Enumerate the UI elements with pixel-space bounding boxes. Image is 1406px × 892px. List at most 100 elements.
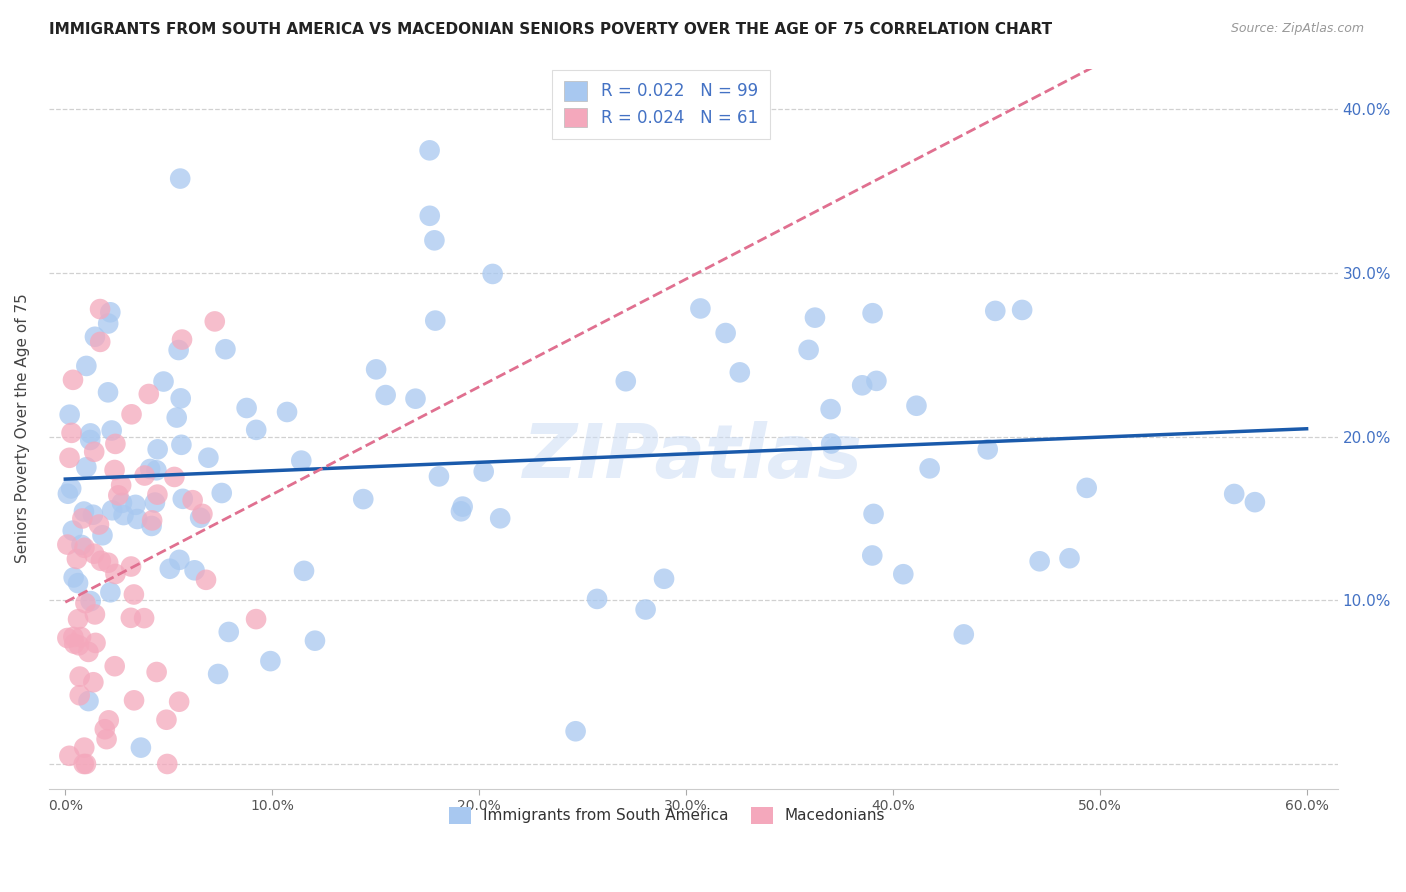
- Point: [290, 453, 312, 467]
- Point: [75, 460, 97, 475]
- Point: [181, 493, 204, 508]
- Point: [259, 654, 281, 668]
- Point: [73, 541, 96, 555]
- Point: [450, 504, 472, 518]
- Point: [134, 468, 156, 483]
- Point: [56, 631, 79, 645]
- Point: [90, 554, 112, 568]
- Point: [72, 511, 94, 525]
- Point: [67, 612, 90, 626]
- Point: [89, 334, 111, 349]
- Point: [84, 607, 107, 622]
- Point: [138, 387, 160, 401]
- Text: IMMIGRANTS FROM SOUTH AMERICA VS MACEDONIAN SENIORS POVERTY OVER THE AGE OF 75 C: IMMIGRANTS FROM SOUTH AMERICA VS MACEDON…: [49, 22, 1052, 37]
- Point: [862, 306, 884, 320]
- Point: [139, 462, 162, 476]
- Point: [58, 450, 80, 465]
- Point: [862, 507, 884, 521]
- Point: [91, 528, 114, 542]
- Point: [146, 442, 169, 457]
- Point: [405, 392, 427, 406]
- Point: [159, 562, 181, 576]
- Point: [425, 313, 447, 327]
- Point: [122, 587, 145, 601]
- Point: [188, 510, 211, 524]
- Point: [728, 365, 751, 379]
- Point: [163, 470, 186, 484]
- Point: [195, 573, 218, 587]
- Point: [67, 638, 90, 652]
- Point: [111, 496, 134, 510]
- Point: [652, 572, 675, 586]
- Point: [79, 433, 101, 447]
- Point: [104, 437, 127, 451]
- Point: [83, 444, 105, 458]
- Point: [83, 547, 105, 561]
- Point: [110, 478, 132, 492]
- Point: [79, 426, 101, 441]
- Point: [419, 209, 441, 223]
- Point: [69, 688, 91, 702]
- Point: [166, 410, 188, 425]
- Point: [419, 144, 441, 158]
- Point: [84, 636, 107, 650]
- Point: [304, 633, 326, 648]
- Point: [121, 407, 143, 421]
- Point: [77, 645, 100, 659]
- Legend: Immigrants from South America, Macedonians: Immigrants from South America, Macedonia…: [439, 796, 896, 835]
- Point: [374, 388, 396, 402]
- Point: [1244, 495, 1267, 509]
- Point: [152, 375, 174, 389]
- Point: [56, 538, 79, 552]
- Point: [1223, 487, 1246, 501]
- Point: [366, 362, 388, 376]
- Point: [183, 563, 205, 577]
- Text: Source: ZipAtlas.com: Source: ZipAtlas.com: [1230, 22, 1364, 36]
- Point: [276, 405, 298, 419]
- Point: [97, 556, 120, 570]
- Point: [129, 740, 152, 755]
- Point: [804, 310, 827, 325]
- Point: [100, 424, 122, 438]
- Point: [70, 538, 93, 552]
- Point: [143, 495, 166, 509]
- Point: [714, 326, 737, 340]
- Point: [472, 465, 495, 479]
- Point: [104, 566, 127, 581]
- Point: [62, 570, 84, 584]
- Point: [79, 594, 101, 608]
- Point: [172, 491, 194, 506]
- Point: [141, 513, 163, 527]
- Point: [62, 630, 84, 644]
- Point: [104, 659, 127, 673]
- Point: [586, 591, 609, 606]
- Point: [170, 392, 193, 406]
- Point: [481, 267, 503, 281]
- Point: [112, 508, 135, 522]
- Point: [77, 694, 100, 708]
- Point: [59, 408, 82, 422]
- Point: [103, 463, 125, 477]
- Point: [87, 517, 110, 532]
- Point: [122, 693, 145, 707]
- Point: [245, 612, 267, 626]
- Point: [69, 669, 91, 683]
- Point: [211, 486, 233, 500]
- Point: [1076, 481, 1098, 495]
- Point: [207, 667, 229, 681]
- Point: [62, 524, 84, 538]
- Point: [218, 624, 240, 639]
- Point: [352, 492, 374, 507]
- Point: [918, 461, 941, 475]
- Point: [245, 423, 267, 437]
- Point: [1028, 554, 1050, 568]
- Point: [905, 399, 928, 413]
- Point: [145, 665, 167, 679]
- Point: [451, 500, 474, 514]
- Point: [100, 585, 122, 599]
- Point: [427, 469, 450, 483]
- Point: [120, 559, 142, 574]
- Point: [952, 627, 974, 641]
- Point: [75, 756, 97, 771]
- Point: [66, 552, 89, 566]
